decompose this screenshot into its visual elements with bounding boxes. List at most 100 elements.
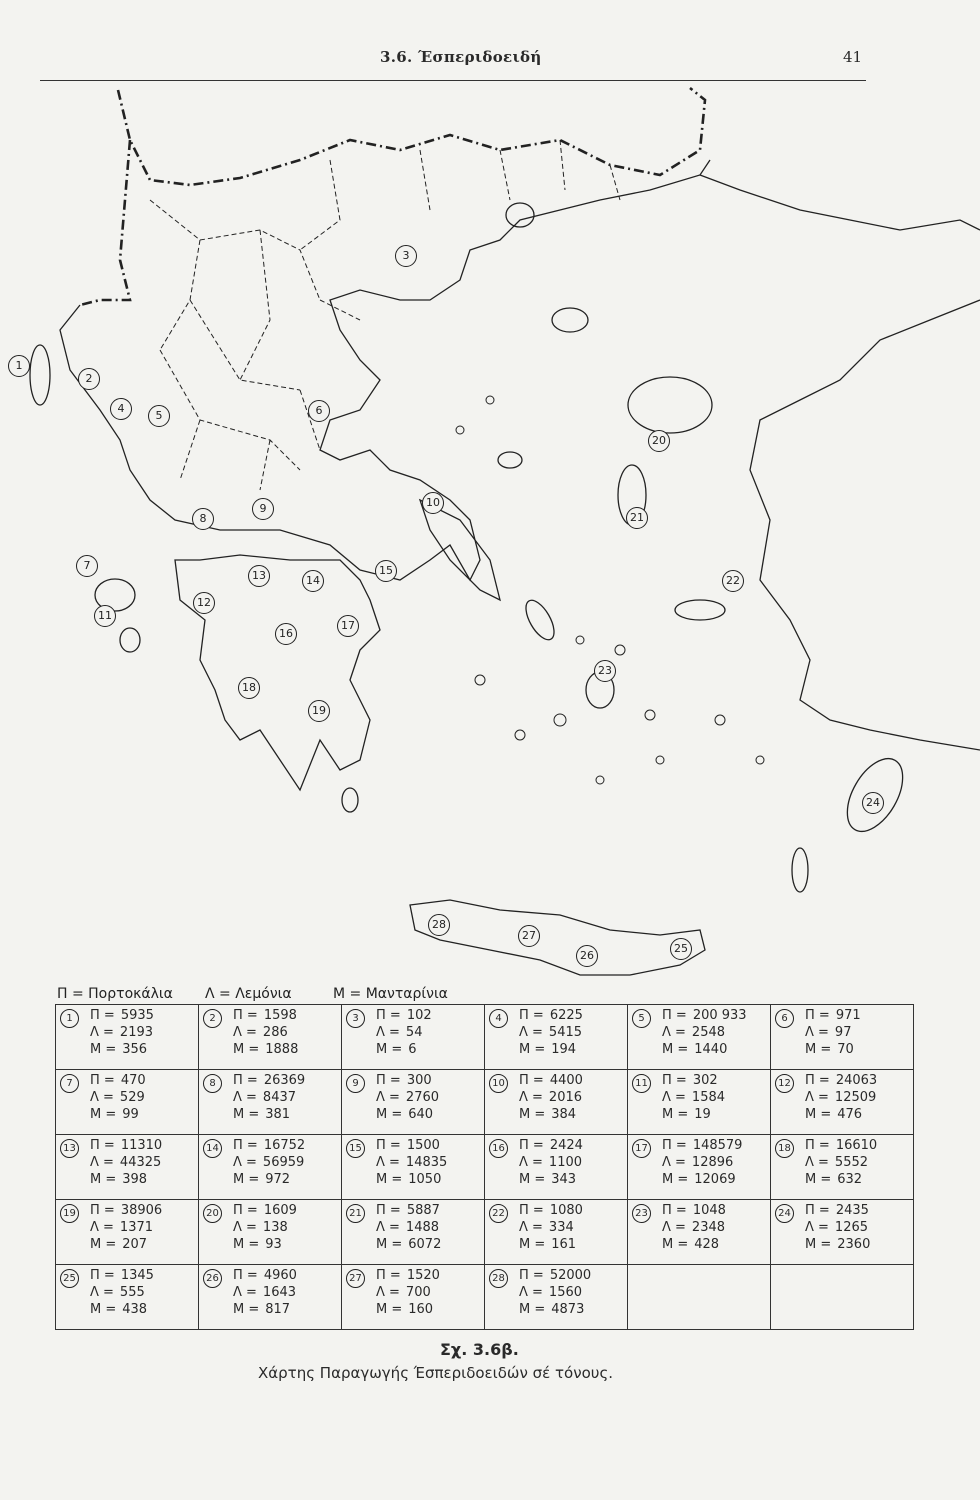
value-line-P: Π = 1345 — [90, 1267, 196, 1284]
region-marker-14: 14 — [302, 570, 324, 592]
symbol-label: Λ = — [805, 1090, 829, 1105]
region-marker-13: 13 — [248, 565, 270, 587]
value-line-M: Μ = 972 — [233, 1171, 339, 1188]
value-line-M: Μ = 19 — [662, 1106, 768, 1123]
symbol-label: Μ = — [662, 1172, 689, 1187]
region-cell-16: 16 Π = 2424 Λ = 1100 Μ = 343 — [484, 1134, 628, 1200]
value: 16752 — [263, 1138, 306, 1153]
region-cell-27: 27 Π = 1520 Λ = 700 Μ = 160 — [341, 1264, 485, 1330]
value: 6072 — [408, 1237, 442, 1252]
region-marker-20: 20 — [648, 430, 670, 452]
region-marker-11: 11 — [94, 605, 116, 627]
region-number: 28 — [489, 1269, 508, 1288]
symbol-label: Π = — [233, 1138, 258, 1153]
empty-cell — [770, 1264, 914, 1330]
value: 52000 — [549, 1268, 592, 1283]
symbol-label: Π = — [90, 1008, 115, 1023]
symbol-label: Μ = — [805, 1237, 832, 1252]
symbol-label: Μ = — [233, 1302, 260, 1317]
region-marker-17: 17 — [337, 615, 359, 637]
value: 1265 — [834, 1220, 869, 1235]
value: 102 — [406, 1008, 432, 1023]
symbol-label: Π = — [662, 1138, 687, 1153]
value: 381 — [265, 1107, 291, 1122]
region-number: 6 — [775, 1009, 794, 1028]
value-line-P: Π = 26369 — [233, 1072, 339, 1089]
symbol-label: Π = — [662, 1008, 687, 1023]
symbol-label: Λ = — [233, 1285, 257, 1300]
value-line-P: Π = 4400 — [519, 1072, 625, 1089]
symbol-label: Π = — [233, 1008, 258, 1023]
region-number: 2 — [203, 1009, 222, 1028]
region-number: 11 — [632, 1074, 651, 1093]
region-cell-2: 2 Π = 1598 Λ = 286 Μ = 1888 — [198, 1004, 342, 1070]
value: 398 — [122, 1172, 148, 1187]
region-number: 15 — [346, 1139, 365, 1158]
symbol-label: Λ = — [90, 1025, 114, 1040]
value: 1888 — [265, 1042, 299, 1057]
region-cell-1: 1 Π = 5935 Λ = 2193 Μ = 356 — [55, 1004, 199, 1070]
value-line-L: Λ = 12896 — [662, 1154, 768, 1171]
region-cell-5: 5 Π = 200 933 Λ = 2548 Μ = 1440 — [627, 1004, 771, 1070]
region-number: 17 — [632, 1139, 651, 1158]
value-line-M: Μ = 343 — [519, 1171, 625, 1188]
symbol-label: Μ = — [519, 1302, 546, 1317]
karpathos-island — [791, 847, 809, 893]
value: 1500 — [406, 1138, 440, 1153]
region-marker-18: 18 — [238, 677, 260, 699]
symbol-label: Π = — [233, 1203, 258, 1218]
symbol-label: Λ = — [805, 1155, 829, 1170]
value-line-P: Π = 148579 — [662, 1137, 768, 1154]
value-line-M: Μ = 99 — [90, 1106, 196, 1123]
value-line-M: Μ = 2360 — [805, 1236, 911, 1253]
thasos-island — [505, 202, 535, 228]
region-cell-19: 19 Π = 38906 Λ = 1371 Μ = 207 — [55, 1199, 199, 1265]
value-line-P: Π = 38906 — [90, 1202, 196, 1219]
lemnos-island — [551, 307, 589, 333]
value: 4960 — [263, 1268, 297, 1283]
region-cell-6: 6 Π = 971 Λ = 97 Μ = 70 — [770, 1004, 914, 1070]
symbol-label: Π = — [519, 1008, 544, 1023]
region-number: 5 — [632, 1009, 651, 1028]
value-line-L: Λ = 54 — [376, 1024, 482, 1041]
symbol-label: Π = — [662, 1203, 687, 1218]
value: 1050 — [408, 1172, 442, 1187]
value: 5415 — [548, 1025, 583, 1040]
symbol-label: Λ = — [376, 1155, 400, 1170]
value: 1488 — [405, 1220, 440, 1235]
region-cell-28: 28 Π = 52000 Λ = 1560 Μ = 4873 — [484, 1264, 628, 1330]
value: 470 — [120, 1073, 146, 1088]
value-line-M: Μ = 438 — [90, 1301, 196, 1318]
region-cell-17: 17 Π = 148579 Λ = 12896 Μ = 12069 — [627, 1134, 771, 1200]
header-rule — [40, 80, 866, 81]
region-number: 9 — [346, 1074, 365, 1093]
region-number: 26 — [203, 1269, 222, 1288]
page-number: 41 — [843, 48, 863, 66]
region-number: 27 — [346, 1269, 365, 1288]
region-marker-23: 23 — [594, 660, 616, 682]
value-line-M: Μ = 1440 — [662, 1041, 768, 1058]
region-cell-4: 4 Π = 6225 Λ = 5415 Μ = 194 — [484, 1004, 628, 1070]
value-line-M: Μ = 93 — [233, 1236, 339, 1253]
symbol-label: Π = — [376, 1203, 401, 1218]
region-cell-14: 14 Π = 16752 Λ = 56959 Μ = 972 — [198, 1134, 342, 1200]
value: 2360 — [837, 1237, 871, 1252]
peloponnese-coast — [174, 554, 381, 792]
region-cell-9: 9 Π = 300 Λ = 2760 Μ = 640 — [341, 1069, 485, 1135]
value-line-P: Π = 102 — [376, 1007, 482, 1024]
region-marker-10: 10 — [422, 492, 444, 514]
value: 12069 — [694, 1172, 736, 1187]
value: 194 — [551, 1042, 577, 1057]
value-line-P: Π = 200 933 — [662, 1007, 768, 1024]
region-marker-26: 26 — [576, 945, 598, 967]
value-line-M: Μ = 428 — [662, 1236, 768, 1253]
value-line-L: Λ = 334 — [519, 1219, 625, 1236]
region-marker-6: 6 — [308, 400, 330, 422]
symbol-label: Λ = — [519, 1220, 543, 1235]
region-number: 12 — [775, 1074, 794, 1093]
value-line-L: Λ = 138 — [233, 1219, 339, 1236]
kythera-island — [341, 787, 359, 813]
value-line-M: Μ = 640 — [376, 1106, 482, 1123]
region-number: 1 — [60, 1009, 79, 1028]
value: 972 — [265, 1172, 291, 1187]
